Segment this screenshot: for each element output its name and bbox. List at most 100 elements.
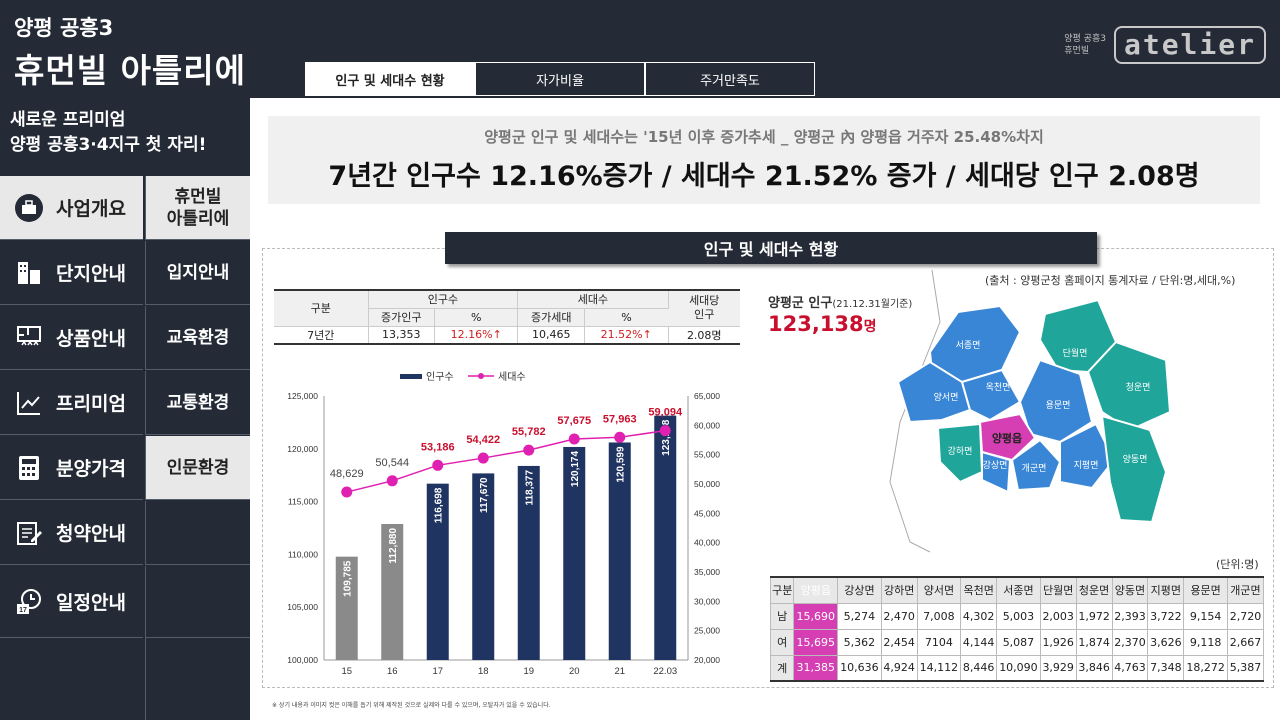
footnote: ※ 상기 내용과 이미지 컷은 이해를 돕기 위해 제작된 것으로 실제와 다를… (272, 702, 551, 709)
table-cell: 2,667 (1226, 628, 1265, 656)
tab-ownership[interactable]: 자가비율 (475, 62, 645, 96)
table-header: 지평면 (1147, 576, 1185, 604)
bar-data-label: 120,174 (570, 451, 581, 488)
table-cell: 4,144 (960, 628, 998, 656)
table-header: 강하면 (880, 576, 918, 604)
x-tick-label: 20 (569, 666, 580, 677)
map-region-gangha (936, 422, 984, 484)
x-tick-label: 22.03 (653, 666, 677, 677)
table-cell: 3,929 (1039, 654, 1077, 682)
y-tick-label-right: 35,000 (694, 567, 720, 577)
yp-pop-value: 123,138명 (768, 312, 877, 336)
sidebar-sub-demographics[interactable]: 인문환경 (145, 436, 250, 500)
table-cell: 31,385 (793, 654, 839, 682)
sidebar-item-complex[interactable]: 단지안내 (0, 241, 143, 305)
y-tick-label-left: 115,000 (288, 497, 318, 507)
table-cell: 1,874 (1075, 628, 1113, 656)
table-cell: 10,465 (517, 326, 585, 345)
sidebar-item-product[interactable]: 상품안내 (0, 306, 143, 370)
sidebar-item-schedule[interactable]: 17 일정안내 (0, 566, 143, 638)
legend-marker-households (478, 373, 484, 379)
legend-swatch-population (400, 374, 422, 379)
table-header: 양서면 (916, 576, 962, 604)
y-tick-label-right: 25,000 (694, 626, 720, 636)
table-cell: 4,763 (1111, 654, 1149, 682)
yp-pop-label: 양평군 인구(21.12.31월기준) (768, 296, 913, 311)
sidebar-item-premium[interactable]: 프리미엄 (0, 371, 143, 435)
point-households (386, 475, 398, 487)
line-data-label: 54,422 (466, 434, 500, 446)
table-cell: 7년간 (274, 326, 369, 345)
sidebar-item-overview[interactable]: 사업개요 (0, 176, 143, 240)
sidebar-sub-location[interactable]: 입지안내 (145, 241, 250, 305)
bar-data-label: 112,880 (388, 528, 399, 564)
table-cell: 5,387 (1226, 654, 1265, 682)
tab-bar: 인구 및 세대수 현황 자가비율 주거만족도 (305, 62, 815, 96)
table-cell: 2,393 (1111, 602, 1149, 630)
sidebar-filler (145, 638, 250, 720)
bar-population (654, 415, 677, 660)
bar-data-label: 116,698 (433, 487, 444, 523)
bar-population (563, 446, 586, 660)
y-tick-label-left: 125,000 (287, 391, 318, 401)
sidebar-sub-education[interactable]: 교육환경 (145, 306, 250, 370)
summary-banner: 양평군 인구 및 세대수는 '15년 이후 증가추세 _ 양평군 內 양평읍 거… (268, 116, 1260, 204)
sidebar-sub-empty (145, 501, 250, 565)
yp-pop-date: (21.12.31월기준) (832, 299, 913, 310)
calculator-icon (12, 451, 46, 485)
table-cell: 10,090 (996, 654, 1041, 682)
table-cell: 2,003 (1039, 602, 1077, 630)
line-data-label: 57,963 (603, 413, 637, 425)
sidebar: 새로운 프리미엄 양평 공흥3·4지구 첫 자리! 사업개요 휴먼빌 아틀리에 단… (0, 98, 250, 720)
tab-population[interactable]: 인구 및 세대수 현황 (305, 62, 475, 96)
x-tick-label: 21 (614, 666, 625, 677)
table-cell: 2,454 (880, 628, 918, 656)
sidebar-sub-empty (145, 566, 250, 638)
map-region-gaegun (1010, 438, 1062, 492)
map-label: 용문면 (1046, 400, 1071, 410)
table-cell: 2,720 (1226, 602, 1265, 630)
sidebar-row: 17 일정안내 (0, 566, 250, 638)
buildings-icon (12, 256, 46, 290)
sidebar-item-subscription[interactable]: 청약안내 (0, 501, 143, 565)
brand-logo[interactable]: 양평 공흥3 휴먼빌 atelier (1064, 26, 1266, 64)
map-region-okcheon (960, 368, 1022, 422)
sidebar-row: 사업개요 휴먼빌 아틀리에 (0, 176, 250, 240)
sidebar-sub-atelier[interactable]: 휴먼빌 아틀리에 (145, 176, 250, 240)
table-cell: 계 (769, 654, 795, 682)
table-header: 양동면 (1111, 576, 1149, 604)
line-data-label: 53,186 (421, 441, 455, 453)
map-label: 청운면 (1126, 382, 1151, 392)
project-subtitle: 양평 공흥3 (14, 16, 114, 40)
table-cell: 21.52%↑ (584, 326, 669, 345)
bar-data-label: 120,599 (615, 446, 626, 483)
map-label: 양서면 (934, 392, 959, 402)
table-cell: 13,353 (368, 326, 435, 345)
line-households (346, 429, 666, 493)
map-label: 서종면 (956, 340, 981, 350)
table-cell: 5,274 (837, 602, 882, 630)
sidebar-sub-traffic[interactable]: 교통환경 (145, 371, 250, 435)
bar-data-label: 109,785 (342, 560, 353, 597)
tab-satisfaction[interactable]: 주거만족도 (645, 62, 815, 96)
bar-data-label: 118,377 (524, 470, 535, 506)
table-header: % (434, 308, 519, 327)
sidebar-row: 분양가격 인문환경 (0, 436, 250, 500)
table-cell: 5,362 (837, 628, 882, 656)
point-households (341, 486, 353, 498)
table-cell: 남 (769, 602, 795, 630)
y-tick-label-right: 45,000 (694, 508, 720, 518)
legend-label-households: 세대수 (498, 371, 526, 383)
bar-population (381, 523, 404, 660)
table-row: 여 15,695 5,362 2,454 7104 4,144 5,087 1,926 1,87… (769, 628, 1265, 656)
map-label: 강하면 (948, 446, 973, 456)
sidebar-item-price[interactable]: 분양가격 (0, 436, 143, 500)
x-tick-label: 18 (478, 666, 489, 677)
table-header: 개군면 (1226, 576, 1265, 604)
region-population-table: 구분 양평읍 강상면 강하면 양서면 옥천면 서종면 단월면 청운면 양동면 지평면 용문면 개군면 남 1… (769, 576, 1265, 682)
table-header: 단월면 (1039, 576, 1077, 604)
table-header: 구분 (769, 576, 795, 604)
map-region-yangdong (1100, 414, 1168, 524)
bar-population (426, 483, 449, 660)
yangpyeong-map: 서종면 단월면 청운면 옥천면 양서면 용문면 양평읍 강하면 강상면 개군면 … (889, 269, 1172, 553)
